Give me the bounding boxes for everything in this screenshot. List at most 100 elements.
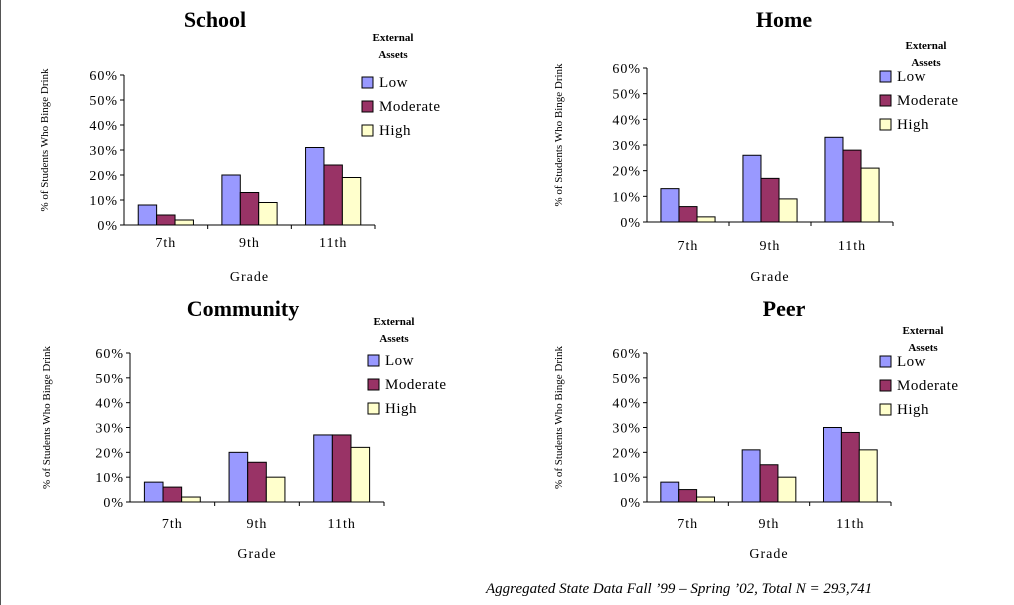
x-tick-label: 9th [239,236,260,251]
x-tick-label: 9th [759,517,780,532]
page-border-line [0,0,1,605]
bar-high-11th [341,177,362,226]
y-tick-label: 30% [612,139,641,154]
bar-high-11th [860,167,880,223]
footnote: Aggregated State Data Fall ’99 – Spring … [486,581,873,597]
bar-low-9th [741,449,761,503]
bar-moderate-7th [678,206,698,223]
y-tick-label: 10% [612,471,641,486]
bar-low-7th [660,188,680,223]
y-tick-label: 20% [89,169,118,184]
legend-swatch-low [361,76,374,89]
x-tick-label: 11th [836,517,864,532]
y-tick-label: 50% [95,372,124,387]
bar-moderate-7th [156,214,176,226]
x-axis-label: Grade [750,270,789,285]
y-tick-label: 30% [89,144,118,159]
legend-label-moderate: Moderate [385,377,446,393]
y-tick-label: 60% [89,69,118,84]
y-tick-label: 50% [612,372,641,387]
legend-title: External [903,325,944,337]
bar-low-11th [305,147,325,226]
bar-low-9th [221,174,241,226]
y-tick-label: 0% [620,496,641,511]
legend-label-high: High [385,401,417,417]
y-axis-label: % of Students Who Binge Drink [41,345,53,489]
legend-label-high: High [897,402,929,418]
legend-title: Assets [908,342,938,354]
bar-moderate-9th [247,461,267,503]
bar-moderate-9th [759,464,779,503]
legend-title: External [374,316,415,328]
bar-high-9th [265,476,286,503]
bar-moderate-11th [842,149,862,223]
x-axis-label: Grade [749,547,788,562]
legend-swatch-high [879,403,892,416]
x-tick-label: 7th [162,517,183,532]
y-axis-label: % of Students Who Binge Drink [39,68,51,212]
legend-title: Assets [911,57,941,69]
legend-label-moderate: Moderate [897,378,958,394]
x-tick-label: 11th [327,517,355,532]
x-tick-label: 7th [678,239,699,254]
legend-label-high: High [379,123,411,139]
bar-low-9th [228,451,249,503]
y-tick-label: 30% [95,422,124,437]
bar-high-11th [350,446,371,503]
bar-high-7th [181,496,201,503]
y-tick-label: 10% [89,194,118,209]
x-axis-label: Grade [237,547,276,562]
y-tick-label: 40% [95,397,124,412]
y-tick-label: 10% [612,190,641,205]
bar-high-7th [696,496,716,503]
chart-title: Community [187,296,299,321]
chart-title: Peer [763,296,806,321]
legend-swatch-moderate [879,94,892,107]
bar-low-7th [660,481,680,503]
bar-low-11th [822,427,842,503]
bar-moderate-7th [678,489,698,503]
y-tick-label: 0% [103,496,124,511]
bar-moderate-7th [162,486,183,503]
legend-label-low: Low [897,69,926,85]
y-tick-label: 50% [612,88,641,103]
x-tick-label: 7th [677,517,698,532]
bar-low-7th [143,481,164,503]
bar-moderate-11th [840,431,860,503]
bar-moderate-9th [760,177,780,223]
legend-title: Assets [378,49,408,61]
y-tick-label: 0% [97,219,118,234]
bar-high-9th [777,476,797,503]
y-tick-label: 20% [612,446,641,461]
bar-low-9th [742,154,762,223]
legend-label-low: Low [897,354,926,370]
charts-canvas: SchoolExternalAssetsLowModerateHigh0%10%… [39,7,958,562]
chart-title: Home [756,7,812,32]
y-tick-label: 40% [612,113,641,128]
y-tick-label: 0% [620,216,641,231]
y-tick-label: 60% [95,347,124,362]
y-tick-label: 60% [612,347,641,362]
bar-low-11th [824,136,844,223]
bar-moderate-11th [323,164,343,226]
legend-label-low: Low [379,75,408,91]
legend-swatch-moderate [879,379,892,392]
y-tick-label: 50% [89,94,118,109]
bar-moderate-11th [331,434,352,503]
legend-swatch-moderate [361,100,374,113]
legend-label-moderate: Moderate [379,99,440,115]
y-tick-label: 30% [612,422,641,437]
bar-high-9th [778,198,798,223]
legend-swatch-moderate [367,378,380,391]
legend-label-high: High [897,117,929,133]
legend-swatch-high [879,118,892,131]
legend-swatch-low [879,355,892,368]
x-tick-label: 9th [247,517,268,532]
legend-swatch-high [361,124,374,137]
legend-swatch-low [367,354,380,367]
y-axis-label: % of Students Who Binge Drink [553,345,565,489]
legend-title: Assets [379,333,409,345]
y-axis-label: % of Students Who Binge Drink [553,63,565,207]
